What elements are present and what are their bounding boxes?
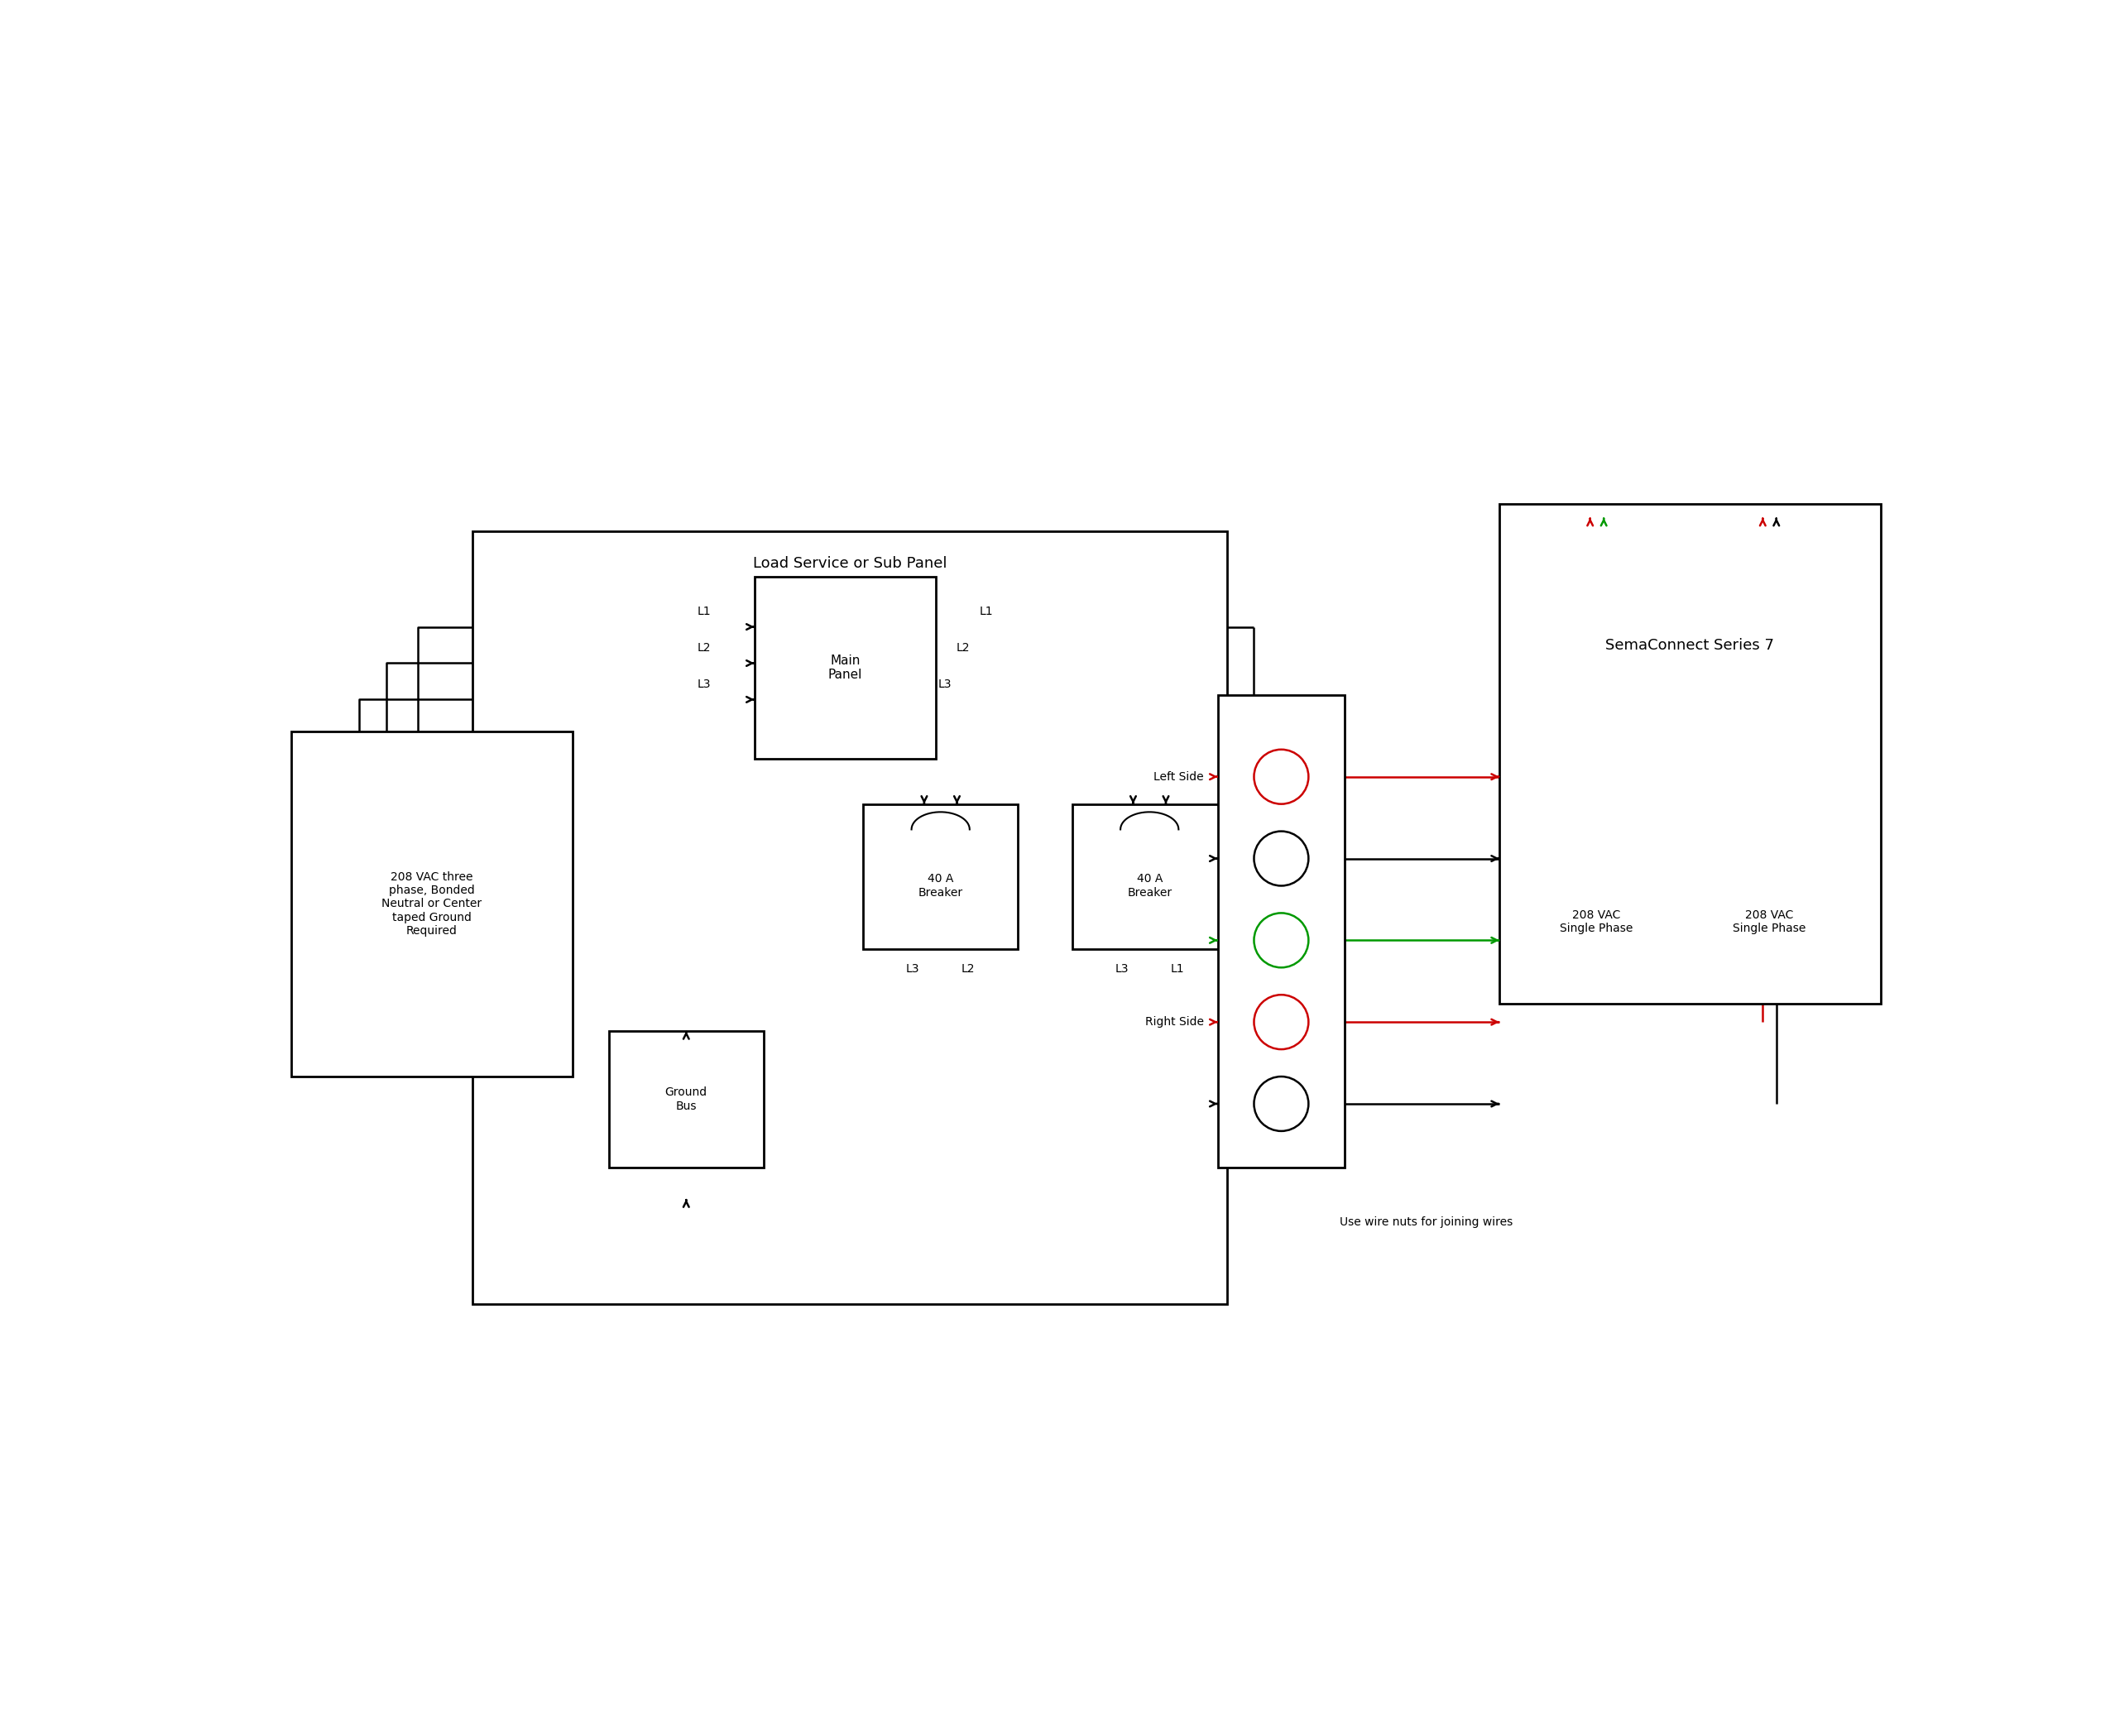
Text: Load Service or Sub Panel: Load Service or Sub Panel [753,556,947,571]
Text: L3: L3 [698,679,711,689]
Bar [755,576,937,759]
Text: L1: L1 [698,606,711,618]
Text: Right Side: Right Side [1146,1016,1205,1028]
Text: 40 A
Breaker: 40 A Breaker [918,873,962,898]
Text: L3: L3 [1114,963,1129,976]
Bar [473,531,1226,1304]
Bar [863,804,1017,950]
Text: Left Side: Left Side [1154,771,1205,783]
Text: L1: L1 [1171,963,1184,976]
Text: 40 A
Breaker: 40 A Breaker [1127,873,1171,898]
Text: L3: L3 [939,679,952,689]
Circle shape [1253,995,1308,1049]
Text: Use wire nuts for joining wires: Use wire nuts for joining wires [1340,1217,1513,1227]
Text: 208 VAC three
phase, Bonded
Neutral or Center
taped Ground
Required: 208 VAC three phase, Bonded Neutral or C… [382,871,481,936]
Bar [610,1031,764,1167]
Text: SemaConnect Series 7: SemaConnect Series 7 [1606,637,1775,653]
Text: Ground
Bus: Ground Bus [665,1087,707,1111]
Circle shape [1253,832,1308,885]
Circle shape [1253,750,1308,804]
Bar [1217,694,1344,1167]
Circle shape [1253,1076,1308,1132]
Text: L1: L1 [979,606,994,618]
Text: 208 VAC
Single Phase: 208 VAC Single Phase [1732,910,1806,934]
Text: L2: L2 [956,642,971,653]
Bar [1072,804,1226,950]
Circle shape [1253,913,1308,967]
Text: 208 VAC
Single Phase: 208 VAC Single Phase [1559,910,1633,934]
Text: Main
Panel: Main Panel [827,654,863,681]
Bar [1500,503,1880,1003]
Text: L3: L3 [905,963,920,976]
Text: L2: L2 [698,642,711,653]
Text: L2: L2 [962,963,975,976]
Bar [291,731,572,1076]
